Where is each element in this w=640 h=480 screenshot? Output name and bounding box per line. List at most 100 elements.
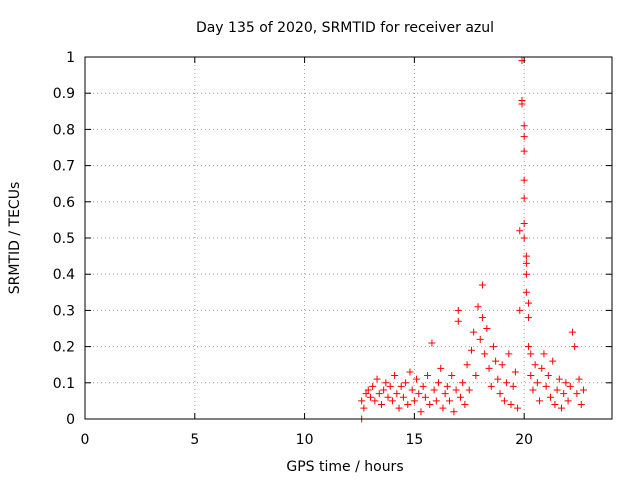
data-point [520,122,528,130]
data-point [443,382,451,390]
data-point [465,386,473,394]
data-point [366,393,374,401]
data-point [470,328,478,336]
data-point [408,386,416,394]
y-tick-label: 0.7 [53,159,75,175]
data-point [463,361,471,369]
tick-labels: 0 5 10 15 20 0 0.1 0.2 0.3 0.4 0.5 0.6 0.7 0.8 0.9 1 [53,50,533,448]
data-point [456,393,464,401]
data-point [500,397,508,405]
data-point [520,234,528,242]
data-point [426,401,434,409]
data-point [410,397,418,405]
data-point [520,147,528,155]
data-point [360,404,368,412]
data-point [459,379,467,387]
y-tick-label: 0.9 [53,86,75,102]
data-point [399,393,407,401]
data-point [391,372,399,380]
data-point [564,397,572,405]
data-point [424,372,432,380]
data-point [494,375,502,383]
data-point [419,382,427,390]
data-point [562,379,570,387]
data-point [430,386,438,394]
data-point [557,404,565,412]
data-point [413,375,421,383]
data-point [509,382,517,390]
data-point [538,364,546,372]
data-point [525,299,533,307]
data-point [375,390,383,398]
data-point [450,408,458,416]
data-point [446,397,454,405]
data-point [432,397,440,405]
data-point [472,372,480,380]
data-point [527,372,535,380]
data-point [461,401,469,409]
data-point [555,375,563,383]
data-point [454,306,462,314]
chart-title: Day 135 of 2020, SRMTID for receiver azu… [196,20,494,36]
data-point [435,379,443,387]
data-point [402,379,410,387]
data-point [533,379,541,387]
data-point [386,382,394,390]
data-point [547,393,555,401]
data-point [507,401,515,409]
data-point [393,390,401,398]
data-point [467,346,475,354]
data-point [560,390,568,398]
data-point [496,390,504,398]
data-point [505,350,513,358]
data-point [522,270,530,278]
data-point [437,364,445,372]
data-point [516,306,524,314]
data-point [415,390,423,398]
x-tick-label: 5 [190,432,199,448]
data-point [364,386,372,394]
data-point [549,357,557,365]
y-tick-label: 0.6 [53,195,75,211]
data-point [478,314,486,322]
data-point [518,100,526,108]
data-point [551,401,559,409]
data-point [511,368,519,376]
data-point [525,314,533,322]
data-point [492,357,500,365]
data-point [439,404,447,412]
data-point [522,252,530,260]
data-point [571,343,579,351]
data-point [525,343,533,351]
data-point [514,404,522,412]
data-point [380,386,388,394]
data-point [498,361,506,369]
y-tick-label: 0.5 [53,231,75,247]
data-point [520,194,528,202]
data-point [362,390,370,398]
data-point [529,386,537,394]
y-axis-title: SRMTID / TECUs [7,182,23,295]
data-point [544,372,552,380]
data-point [520,220,528,228]
x-tick-label: 10 [296,432,314,448]
x-tick-label: 0 [81,432,90,448]
y-tick-label: 0.3 [53,303,75,319]
data-point [388,397,396,405]
data-point [579,386,587,394]
data-point [441,390,449,398]
data-point [397,382,405,390]
data-point [540,350,548,358]
x-tick-label: 20 [515,432,533,448]
data-point [553,386,561,394]
data-point [404,401,412,409]
data-point [568,328,576,336]
data-point [542,382,550,390]
data-point [454,317,462,325]
data-point [417,408,425,416]
data-point [452,386,460,394]
y-tick-label: 0.2 [53,340,75,356]
axis-ticks [84,56,612,420]
data-point [566,382,574,390]
